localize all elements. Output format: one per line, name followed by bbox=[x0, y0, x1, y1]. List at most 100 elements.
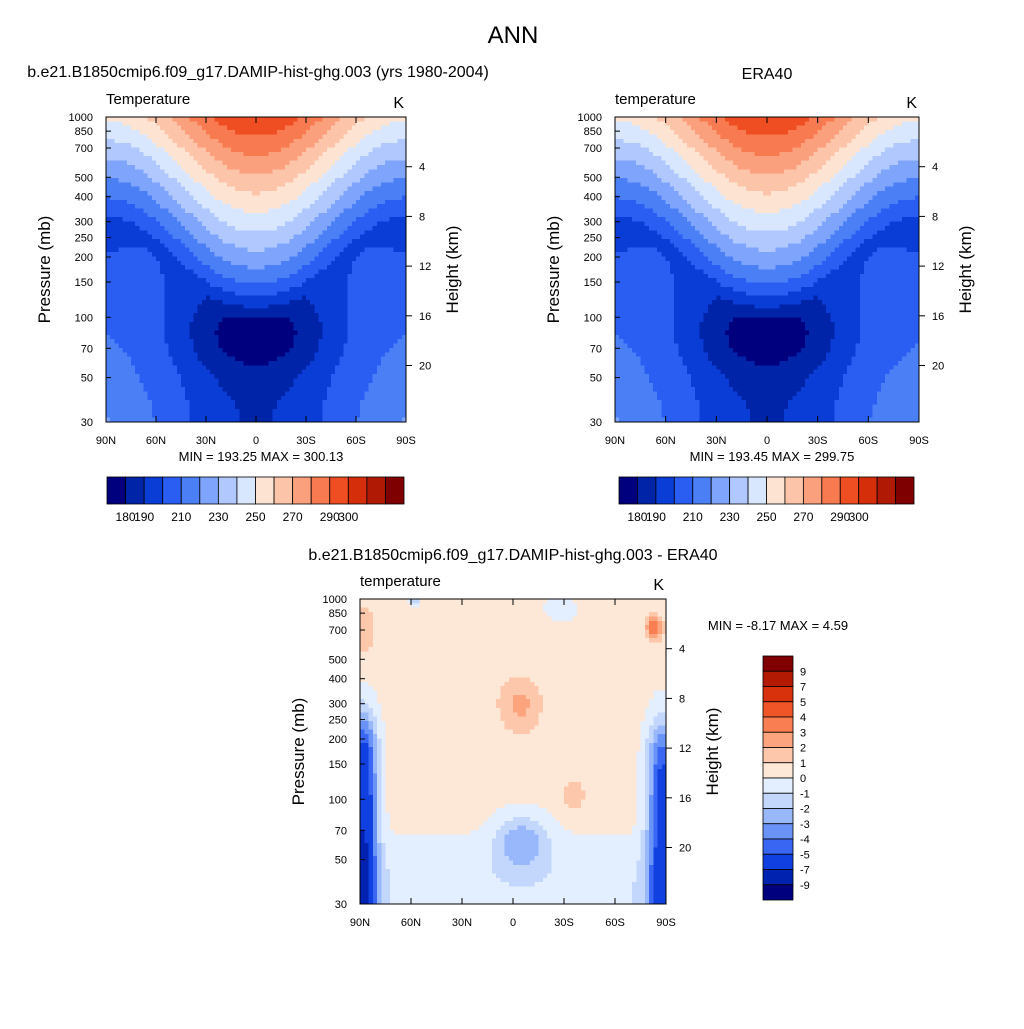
contour-cell bbox=[122, 195, 128, 201]
contour-cell bbox=[122, 217, 128, 223]
contour-cell bbox=[368, 278, 374, 284]
contour-cell bbox=[201, 230, 207, 236]
contour-cell bbox=[389, 143, 395, 149]
contour-cell bbox=[385, 160, 390, 166]
contour-cell bbox=[106, 243, 111, 249]
contour-cell bbox=[314, 212, 320, 218]
contour-cell bbox=[118, 269, 124, 275]
contour-cell bbox=[281, 413, 286, 419]
contour-cell bbox=[214, 173, 220, 179]
contour-cell bbox=[281, 247, 286, 253]
contour-cell bbox=[189, 282, 195, 288]
contour-cell bbox=[206, 186, 211, 192]
contour-cell bbox=[389, 395, 395, 401]
contour-cell bbox=[206, 265, 211, 271]
contour-cell bbox=[268, 317, 274, 323]
contour-cell bbox=[331, 204, 336, 210]
contour-cell bbox=[364, 160, 370, 166]
contour-cell bbox=[293, 352, 299, 358]
contour-cell bbox=[385, 234, 390, 240]
contour-cell bbox=[126, 243, 132, 249]
contour-cell bbox=[235, 339, 240, 345]
contour-cell bbox=[389, 382, 395, 388]
contour-cell bbox=[347, 321, 353, 327]
contour-cell bbox=[285, 387, 290, 393]
contour-cell bbox=[343, 164, 349, 170]
contour-cell bbox=[397, 369, 403, 375]
contour-cell bbox=[347, 143, 353, 149]
contour-cell bbox=[393, 217, 399, 223]
contour-cell bbox=[260, 400, 265, 406]
contour-cell bbox=[214, 361, 220, 366]
contour-cell bbox=[368, 208, 374, 214]
contour-cell bbox=[397, 300, 403, 305]
contour-cell bbox=[293, 295, 299, 301]
contour-cell bbox=[247, 278, 253, 284]
contour-cell bbox=[389, 282, 395, 288]
contour-cell bbox=[176, 334, 182, 340]
contour-cell bbox=[293, 265, 299, 271]
contour-cell bbox=[364, 278, 370, 284]
contour-cell bbox=[114, 234, 120, 240]
contour-cell bbox=[301, 374, 307, 380]
contour-cell bbox=[285, 182, 290, 188]
contour-cell bbox=[256, 156, 261, 162]
contour-cell bbox=[147, 278, 153, 284]
contour-cell bbox=[372, 365, 378, 371]
contour-cell bbox=[231, 339, 236, 345]
contour-cell bbox=[197, 217, 203, 223]
chart-title: b.e21.B1850cmip6.f09_g17.DAMIP-hist-ghg.… bbox=[27, 64, 489, 81]
contour-cell bbox=[360, 387, 365, 393]
contour-cell bbox=[243, 361, 249, 366]
contour-cell bbox=[135, 199, 140, 205]
contour-cell bbox=[297, 147, 303, 153]
contour-cell bbox=[160, 230, 165, 236]
contour-cell bbox=[281, 286, 286, 292]
contour-cell bbox=[356, 208, 361, 214]
contour-cell bbox=[210, 225, 215, 231]
contour-cell bbox=[351, 230, 357, 236]
contour-cell bbox=[143, 382, 149, 388]
contour-cell bbox=[168, 147, 174, 153]
contour-cell bbox=[368, 295, 374, 301]
contour-cell bbox=[256, 391, 261, 397]
contour-cell bbox=[243, 326, 249, 332]
contour-cell bbox=[356, 413, 361, 419]
contour-cell bbox=[231, 361, 236, 366]
contour-cell bbox=[218, 326, 224, 332]
contour-cell bbox=[143, 121, 149, 127]
contour-cell bbox=[151, 413, 157, 419]
contour-cell bbox=[218, 212, 224, 218]
contour-cell bbox=[285, 191, 290, 197]
contour-cell bbox=[226, 164, 232, 170]
contour-cell bbox=[156, 400, 161, 406]
contour-cell bbox=[364, 217, 370, 223]
contour-cell bbox=[110, 413, 115, 419]
contour-cell bbox=[314, 121, 320, 127]
contour-cell bbox=[343, 260, 349, 266]
contour-cell bbox=[285, 295, 290, 301]
contour-cell bbox=[268, 378, 274, 384]
contour-cell bbox=[185, 374, 190, 380]
contour-cell bbox=[231, 387, 236, 393]
contour-cell bbox=[131, 369, 136, 375]
contour-cell bbox=[364, 147, 370, 153]
contour-cell bbox=[401, 143, 407, 149]
contour-cell bbox=[247, 130, 253, 136]
contour-cell bbox=[164, 212, 170, 218]
contour-cell bbox=[181, 160, 186, 166]
contour-cell bbox=[272, 273, 278, 279]
contour-cell bbox=[389, 239, 395, 244]
contour-cell bbox=[151, 286, 157, 292]
contour-cell bbox=[193, 378, 199, 384]
contour-cell bbox=[318, 156, 324, 162]
contour-cell bbox=[114, 169, 120, 175]
contour-cell bbox=[147, 130, 153, 136]
contour-cell bbox=[189, 347, 195, 353]
contour-cell bbox=[131, 395, 136, 401]
contour-cell bbox=[381, 330, 386, 336]
contour-cell bbox=[314, 191, 320, 197]
contour-cell bbox=[139, 330, 145, 336]
contour-cell bbox=[110, 117, 115, 122]
contour-cell bbox=[356, 169, 361, 175]
